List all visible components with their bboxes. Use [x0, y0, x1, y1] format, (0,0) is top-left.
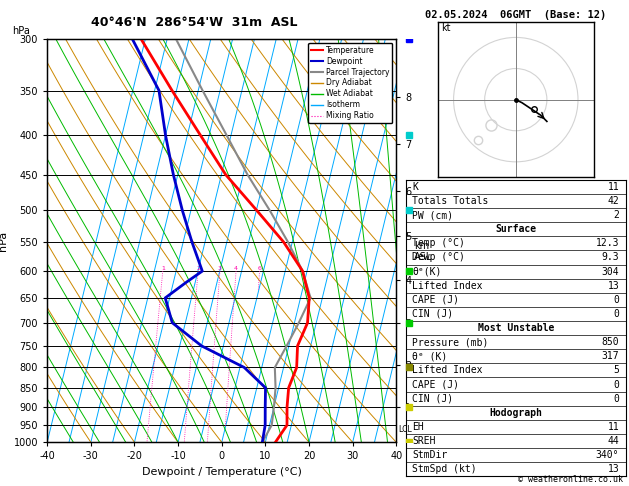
Text: PW (cm): PW (cm) [413, 210, 454, 220]
Legend: Temperature, Dewpoint, Parcel Trajectory, Dry Adiabat, Wet Adiabat, Isotherm, Mi: Temperature, Dewpoint, Parcel Trajectory… [308, 43, 392, 123]
Text: 850: 850 [601, 337, 619, 347]
Text: Lifted Index: Lifted Index [413, 365, 483, 375]
Text: EH: EH [413, 422, 424, 432]
Text: 9.3: 9.3 [601, 252, 619, 262]
Text: Pressure (mb): Pressure (mb) [413, 337, 489, 347]
Text: 0: 0 [613, 380, 619, 389]
Text: Totals Totals: Totals Totals [413, 196, 489, 206]
Text: 02.05.2024  06GMT  (Base: 12): 02.05.2024 06GMT (Base: 12) [425, 10, 606, 20]
Text: CIN (J): CIN (J) [413, 394, 454, 404]
Text: 4: 4 [234, 266, 238, 271]
Text: 5: 5 [613, 365, 619, 375]
Text: CAPE (J): CAPE (J) [413, 380, 459, 389]
Text: CIN (J): CIN (J) [413, 309, 454, 319]
Text: Most Unstable: Most Unstable [477, 323, 554, 333]
Text: Surface: Surface [495, 224, 537, 234]
Text: K: K [413, 182, 418, 192]
Text: 0: 0 [613, 309, 619, 319]
Text: 3: 3 [218, 266, 222, 271]
Text: θᵉ (K): θᵉ (K) [413, 351, 448, 361]
Text: 12.3: 12.3 [596, 238, 619, 248]
Text: 0: 0 [613, 295, 619, 305]
Text: 11: 11 [608, 422, 619, 432]
Y-axis label: km
ASL: km ASL [415, 241, 433, 262]
Text: 40°46'N  286°54'W  31m  ASL: 40°46'N 286°54'W 31m ASL [91, 16, 297, 29]
Text: 1: 1 [161, 266, 165, 271]
X-axis label: Dewpoint / Temperature (°C): Dewpoint / Temperature (°C) [142, 467, 302, 477]
Text: 11: 11 [608, 182, 619, 192]
Text: Lifted Index: Lifted Index [413, 281, 483, 291]
Text: 340°: 340° [596, 450, 619, 460]
Text: Temp (°C): Temp (°C) [413, 238, 465, 248]
Text: 304: 304 [601, 267, 619, 277]
Text: Dewp (°C): Dewp (°C) [413, 252, 465, 262]
Text: StmSpd (kt): StmSpd (kt) [413, 464, 477, 474]
Text: 0: 0 [613, 394, 619, 404]
Text: hPa: hPa [13, 26, 30, 36]
Text: Hodograph: Hodograph [489, 408, 542, 418]
Text: CAPE (J): CAPE (J) [413, 295, 459, 305]
Text: θᵉ(K): θᵉ(K) [413, 267, 442, 277]
Text: 2: 2 [613, 210, 619, 220]
Text: 2: 2 [196, 266, 200, 271]
Text: 317: 317 [601, 351, 619, 361]
Text: LCL: LCL [398, 425, 412, 434]
Text: SREH: SREH [413, 436, 436, 446]
Text: 42: 42 [608, 196, 619, 206]
Y-axis label: hPa: hPa [0, 230, 8, 251]
Text: © weatheronline.co.uk: © weatheronline.co.uk [518, 474, 623, 484]
Text: kt: kt [441, 23, 450, 33]
Text: 13: 13 [608, 281, 619, 291]
Text: 13: 13 [608, 464, 619, 474]
Text: 44: 44 [608, 436, 619, 446]
Text: StmDir: StmDir [413, 450, 448, 460]
Text: 6: 6 [258, 266, 262, 271]
